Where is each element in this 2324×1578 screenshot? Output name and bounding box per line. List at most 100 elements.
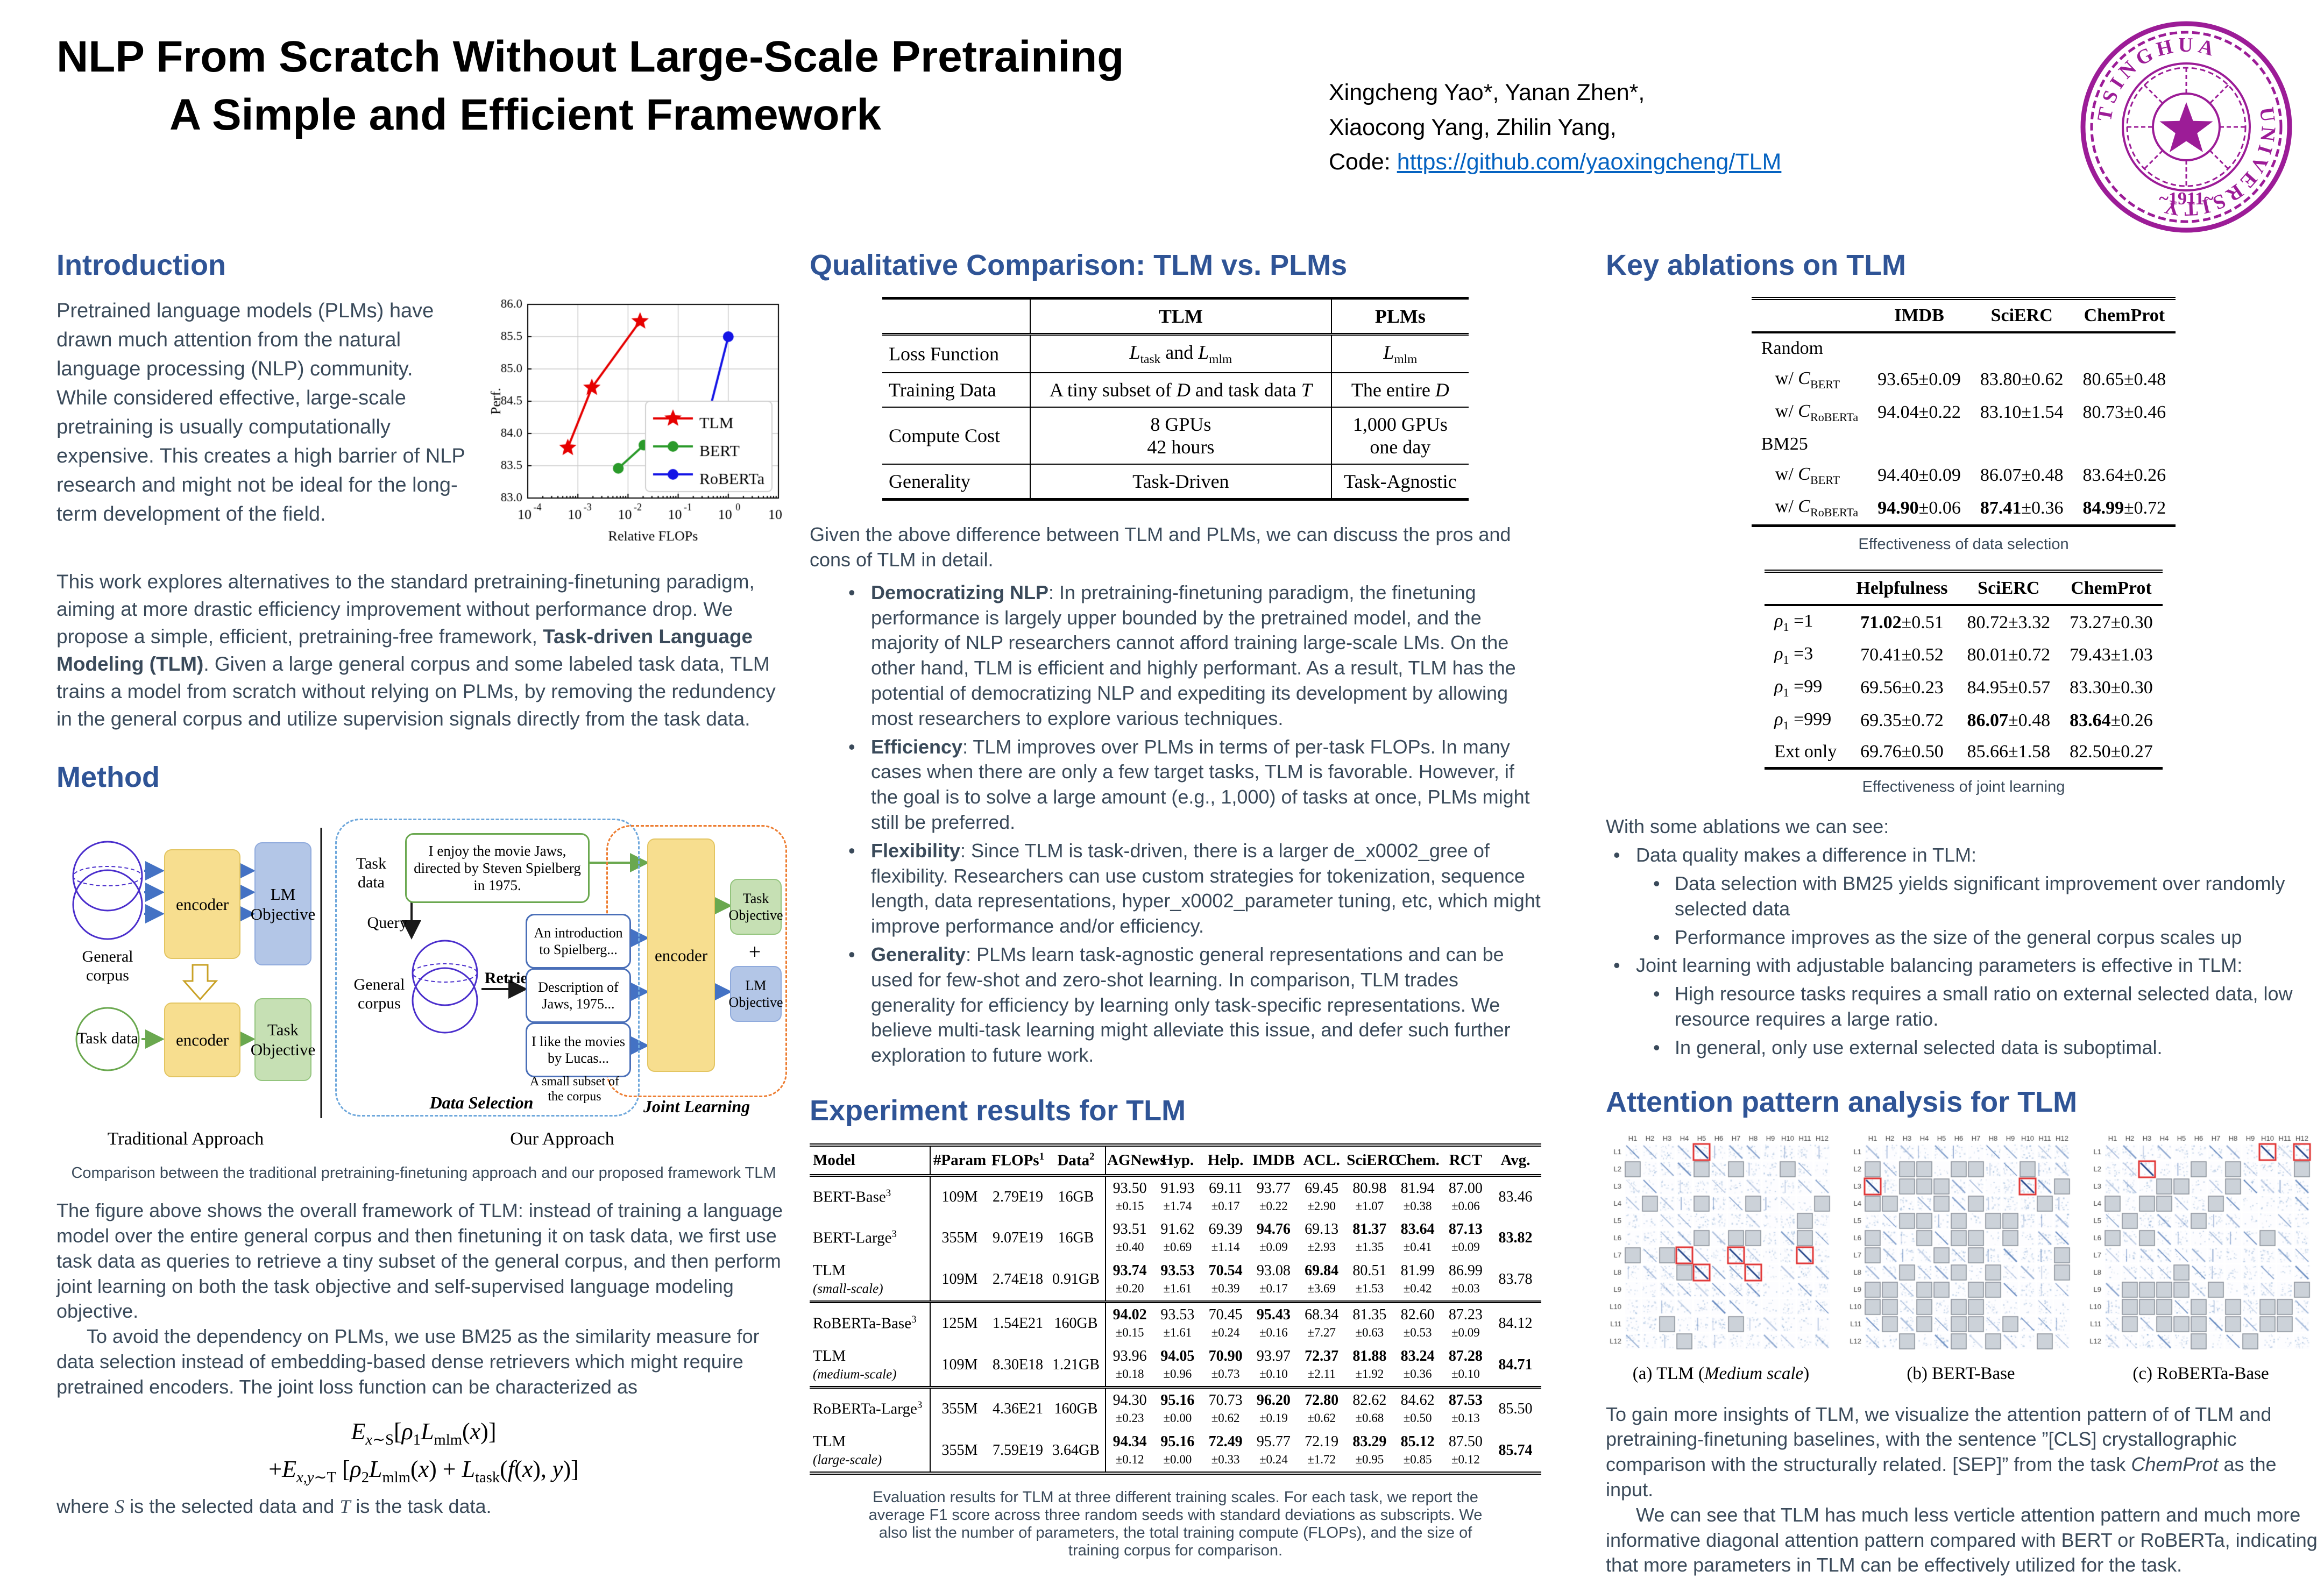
ablation-col-header: IMDB [1868,298,1971,333]
cmp-row-label: Generality [882,464,1030,500]
table-row: ρ1 =99 69.56±0.23 84.95±0.57 83.30±0.30 [1774,676,2153,699]
column-comparison-experiments: Qualitative Comparison: TLM vs. PLMs TLM… [810,248,1541,1560]
data-selection-caption: Effectiveness of data selection [1858,536,2069,553]
attention-heatmap-grid [1846,1133,2076,1359]
ablation-col-header: SciERC [1957,571,2060,607]
note-subitem: In general, only use external selected d… [1606,1035,2321,1061]
note-subitem: Data selection with BM25 yields signific… [1606,871,2321,922]
data-selection-label: Data Selection [429,1093,534,1113]
intro-row: Pretrained language models (PLMs) have d… [56,297,791,550]
results-col-header: ACL. [1298,1145,1346,1177]
table-row: w/ CBERT 93.65±0.09 83.80±0.62 80.65±0.48 [1775,368,2166,391]
attention-panel-caption: (b) BERT-Base [1907,1363,2015,1383]
intro-paragraph-2: This work explores alternatives to the s… [56,571,776,730]
tsinghua-university-logo: TSINGHUA UNIVERSITY ~1911~ [2080,21,2292,233]
code-line: Code: https://github.com/yaoxingcheng/TL… [1329,145,1974,180]
query-label: Query [367,914,408,932]
section-heading-attention: Attention pattern analysis for TLM [1606,1085,2078,1118]
results-col-header: AGNews [1104,1145,1166,1177]
method-figure-caption: Comparison between the traditional pretr… [71,1164,776,1182]
authors-block: Xingcheng Yao*, Yanan Zhen*, Xiaocong Ya… [1329,75,1974,180]
cmp-col-header [882,298,1030,336]
table-row: Ext only 69.76±0.50 85.66±1.58 82.50±0.27 [1774,742,2153,762]
logo-year: ~1911~ [2159,189,2214,209]
table-row: ρ1 =1 71.02±0.51 80.72±3.32 73.27±0.30 [1774,611,2153,634]
method-paragraph-1: The figure above shows the overall frame… [56,1199,783,1323]
task-sentence-box: I enjoy the movie Jaws, directed by Stev… [405,833,590,904]
intro-paragraph-1: Pretrained language models (PLMs) have d… [56,300,465,525]
results-col-header: Model [810,1145,930,1177]
table-row: Loss Function Ltask and Lmlm Lmlm [882,334,1469,373]
code-link[interactable]: https://github.com/yaoxingcheng/TLM [1397,149,1782,175]
results-col-header: Chem. [1393,1145,1442,1177]
subset-label: A small subset of the corpus [530,1075,619,1104]
poster-title-line2: A Simple and Efficient Framework [169,90,881,140]
pros-cons-item: Flexibility: Since TLM is task-driven, t… [841,838,1541,939]
table-row: RoBERTa-Base3 125M 1.54E21 160GB 94.02 ±0.15 9… [810,1300,1541,1344]
table-row: TLM (small-scale) 109M 2.74E18 0.91GB 93.74 ±0… [810,1258,1541,1302]
attention-paragraph-2: We can see that TLM has much less vertic… [1606,1503,2318,1576]
task-objective-box-2: Task Objective [728,879,783,935]
cmp-col-header: TLM [1030,298,1331,336]
ablation-col-header: Helpfulness [1846,571,1958,607]
section-heading-ablations: Key ablations on TLM [1606,249,1907,281]
ablation-col-header [1751,298,1868,333]
column-introduction-method: Introduction Pretrained language models … [56,248,791,1519]
table-row: w/ CRoBERTa 94.04±0.22 83.10±1.54 80.73±0.4… [1775,401,2166,424]
general-corpus-label-2: General corpus [353,976,405,1012]
ablation-col-header [1765,571,1847,607]
perf-vs-flops-chart [485,297,786,550]
retrieved-box-1: An introduction to Spielberg... [526,914,631,969]
where-line: where S is the selected data and T is th… [56,1495,492,1518]
results-col-header: Avg. [1490,1145,1541,1177]
attention-paragraph-1: To gain more insights of TLM, we visuali… [1606,1403,2277,1501]
table-row: TLM (medium-scale) 109M 8.30E18 1.21GB 93.96 ±… [810,1344,1541,1388]
pros-cons-item: Democratizing NLP: In pretraining-finetu… [841,580,1541,731]
table-row: Compute Cost 8 GPUs 42 hours 1,000 GPUs one … [882,407,1469,465]
attention-figure: (a) TLM (Medium scale) (b) BERT-Base (c) R… [1606,1133,2321,1384]
results-col-header: FLOPs1 [989,1145,1047,1177]
results-col-header: IMDB [1249,1145,1298,1177]
authors-line1: Xingcheng Yao*, Yanan Zhen*, [1329,80,1645,105]
section-heading-experiments: Experiment results for TLM [810,1094,1186,1127]
table-row: RoBERTa-Large3 355M 4.36E21 160GB 94.30 ±0.23… [810,1385,1541,1430]
formula-line-2: +Ex,y∼T [ρ2Lmlm(x) + Ltask(f(x), y)] [268,1456,579,1487]
note-subitem: Performance improves as the size of the … [1606,925,2321,950]
table-row: BERT-Base3 109M 2.79E19 16GB 93.50 ±0.15 91.93… [810,1175,1541,1218]
traditional-approach-label: Traditional Approach [107,1129,264,1149]
table-row: TLM (large-scale) 355M 7.59E19 3.64GB 94.34 ±0… [810,1429,1541,1473]
table-row: Random [1761,338,1824,358]
attention-panel: (a) TLM (Medium scale) [1606,1133,1836,1384]
data-selection-region [335,819,640,1117]
method-diagram-graphics [72,828,732,1119]
code-label: Code: [1329,149,1397,175]
attention-heatmap-grid [2086,1133,2316,1359]
attention-panel: (c) RoBERTa-Base [2086,1133,2316,1384]
attention-panel-caption: (a) TLM (Medium scale) [1632,1363,1810,1383]
poster-title: NLP From Scratch Without Large-Scale Pre… [56,28,1294,144]
our-approach-label: Our Approach [510,1129,614,1149]
experiment-results-table: Model #Param FLOPs1 Data2 AGNews Hyp. Help. IMD… [810,1143,1541,1475]
lm-objective-box-1: LM Objective [251,842,315,966]
task-data-label-1: Task data [77,1029,138,1048]
pros-cons-bullets: Democratizing NLP: In pretraining-finetu… [841,580,1541,1068]
cmp-row-label: Loss Function [889,343,1000,365]
pros-cons-item: Generality: PLMs learn task-agnostic gen… [841,942,1541,1068]
encoder-box-2: encoder [164,1003,240,1078]
results-col-header: SciERC [1345,1145,1400,1177]
results-col-header: #Param [930,1145,989,1177]
table-row: ρ1 =999 69.35±0.72 86.07±0.48 83.64±0.26 [1774,709,2153,732]
note-subitem: High resource tasks requires a small rat… [1606,982,2321,1032]
ablation-notes: With some ablations we can see: Data qual… [1606,814,2321,1060]
joint-learning-caption: Effectiveness of joint learning [1862,778,2065,796]
cmp-row-label: Compute Cost [882,407,1030,465]
section-heading-introduction: Introduction [56,249,226,281]
qualitative-paragraph: Given the above difference between TLM a… [810,523,1511,571]
ablation-col-header: SciERC [1970,298,2073,333]
retrieved-box-2: Description of Jaws, 1975... [526,968,631,1023]
tlm-vs-plms-table: TLM PLMs Loss Function Ltask and Lmlm Lmlm Tr… [882,297,1469,501]
cmp-row-label: Training Data [882,372,1030,408]
pros-cons-item: Efficiency: TLM improves over PLMs in te… [841,735,1541,835]
retrieved-box-3: I like the movies by Lucas... [526,1022,631,1078]
table-row: w/ CRoBERTa 94.90±0.06 87.41±0.36 84.99±0.7… [1775,496,2166,520]
